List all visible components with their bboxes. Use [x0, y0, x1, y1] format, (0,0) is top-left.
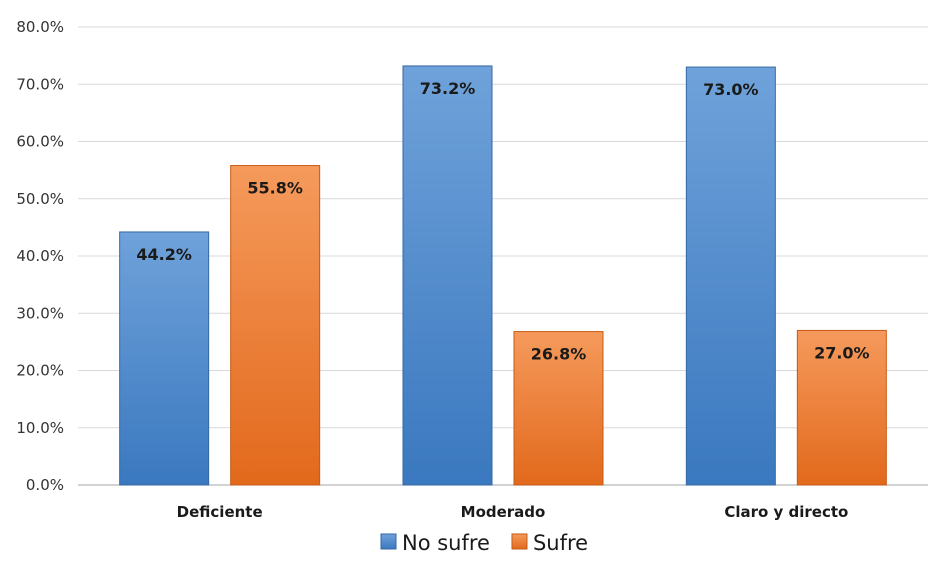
y-tick-label: 20.0%	[16, 362, 64, 380]
bar-no-sufre	[119, 231, 210, 486]
y-tick-label: 30.0%	[16, 304, 64, 322]
y-tick-label: 10.0%	[16, 419, 64, 437]
category-label: Deficiente	[177, 503, 263, 521]
data-labels: 44.2% 55.8% 73.2% 26.8% 73.0% 27.0%	[136, 79, 869, 364]
category-label: Claro y directo	[724, 503, 848, 521]
data-label: 27.0%	[814, 343, 870, 362]
data-label: 55.8%	[247, 179, 303, 198]
bars	[119, 65, 887, 486]
y-tick-label: 0.0%	[26, 476, 64, 494]
y-tick-label: 50.0%	[16, 190, 64, 208]
bar-sufre	[513, 331, 604, 486]
x-axis: Deficiente Moderado Claro y directo	[177, 503, 849, 521]
y-axis: 0.0% 10.0% 20.0% 30.0% 40.0% 50.0% 60.0% 70.0% 8…	[16, 18, 64, 494]
legend: No sufre Sufre	[380, 531, 588, 555]
data-label: 73.2%	[420, 79, 476, 98]
data-label: 44.2%	[136, 245, 192, 264]
legend-label: Sufre	[533, 531, 588, 555]
legend-label: No sufre	[402, 531, 490, 555]
legend-swatch	[380, 533, 397, 550]
bar-sufre	[796, 329, 887, 486]
y-tick-label: 40.0%	[16, 247, 64, 265]
bar-no-sufre	[402, 65, 493, 486]
data-label: 26.8%	[531, 345, 587, 364]
y-tick-label: 60.0%	[16, 133, 64, 151]
bar-sufre	[230, 165, 321, 486]
category-label: Moderado	[461, 503, 546, 521]
legend-swatch	[511, 533, 528, 550]
bar-no-sufre	[685, 66, 776, 486]
y-tick-label: 70.0%	[16, 75, 64, 93]
grid	[78, 26, 928, 486]
y-tick-label: 80.0%	[16, 18, 64, 36]
data-label: 73.0%	[703, 80, 759, 99]
